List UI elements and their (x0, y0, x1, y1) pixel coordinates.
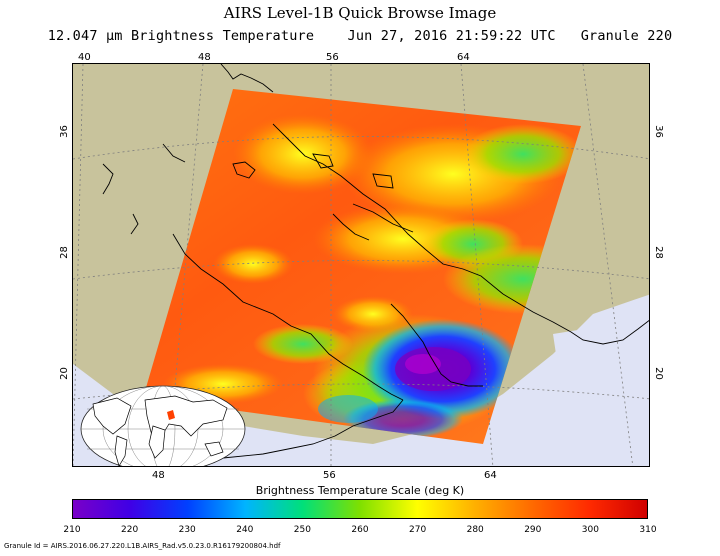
map-canvas (73, 64, 649, 466)
color-scale-tick-240: 240 (236, 525, 254, 535)
lon-label-top-56: 56 (326, 52, 339, 63)
color-scale-title: Brightness Temperature Scale (deg K) (255, 484, 465, 497)
coastlines (102, 64, 649, 463)
lat-label-right-20: 20 (652, 367, 664, 380)
airs-swath (143, 89, 581, 444)
lon-label-bottom-64: 64 (484, 470, 497, 481)
page-title: AIRS Level-1B Quick Browse Image (223, 4, 497, 22)
color-scale-tick-300: 300 (581, 525, 599, 535)
wavelength-label: 12.047 μm Brightness Temperature (47, 28, 315, 44)
lon-label-top-40: 40 (78, 52, 91, 63)
color-scale-tick-260: 260 (351, 525, 369, 535)
color-scale-tick-270: 270 (409, 525, 427, 535)
lon-label-top-48: 48 (198, 52, 211, 63)
color-scale-tick-290: 290 (524, 525, 542, 535)
lon-label-bottom-56: 56 (323, 470, 336, 481)
color-scale-tick-210: 210 (63, 525, 81, 535)
lat-label-left-28: 28 (58, 246, 70, 259)
granule-id-footer: Granule Id = AIRS.2016.06.27.220.L1B.AIR… (4, 542, 281, 550)
inset-swath-marker (167, 410, 175, 420)
lat-label-left-36: 36 (58, 125, 70, 138)
lat-label-left-20: 20 (58, 367, 70, 380)
datetime-label: Jun 27, 2016 21:59:22 UTC (347, 28, 556, 44)
color-scale-tick-250: 250 (293, 525, 311, 535)
color-scale-tick-220: 220 (121, 525, 139, 535)
color-scale-bar (72, 499, 648, 519)
color-scale-tick-280: 280 (466, 525, 484, 535)
lon-label-bottom-48: 48 (152, 470, 165, 481)
color-scale-tick-230: 230 (178, 525, 196, 535)
lat-label-right-36: 36 (652, 125, 664, 138)
color-scale-tick-310: 310 (639, 525, 657, 535)
indian-ocean (553, 309, 649, 466)
subtitle: 12.047 μm Brightness Temperature Jun 27,… (0, 28, 720, 44)
lat-label-right-28: 28 (652, 246, 664, 259)
map-frame (72, 63, 650, 467)
inset-globe (80, 385, 246, 466)
granule-label: Granule 220 (580, 28, 673, 44)
lon-label-top-64: 64 (457, 52, 470, 63)
